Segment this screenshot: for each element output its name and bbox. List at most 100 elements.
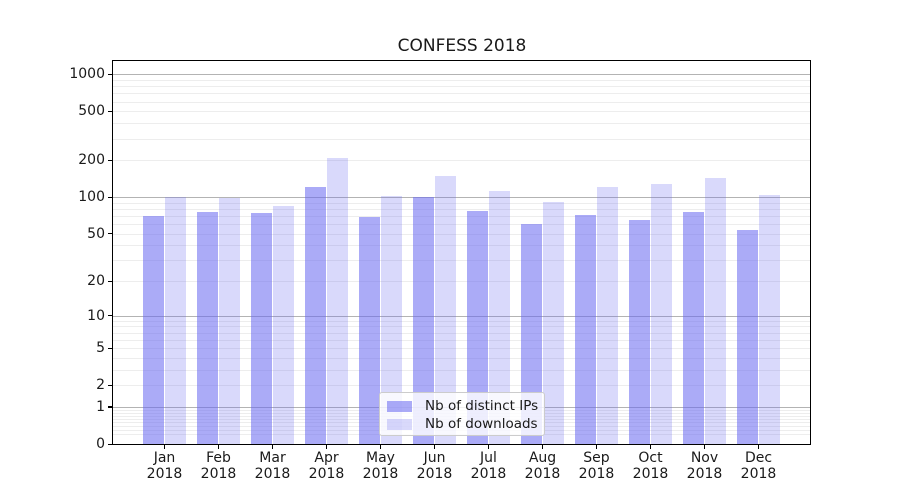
gridline-minor bbox=[113, 215, 811, 217]
gridline-major bbox=[113, 197, 811, 198]
x-tick-label: Feb 2018 bbox=[200, 450, 237, 482]
x-tick-label: Jul 2018 bbox=[470, 450, 507, 482]
bar-downloads-feb bbox=[218, 198, 240, 444]
x-tick-label: May 2018 bbox=[362, 450, 399, 482]
y-tick bbox=[107, 347, 113, 349]
y-tick bbox=[107, 233, 113, 235]
x-tick bbox=[704, 444, 706, 449]
bar-ips-apr bbox=[305, 186, 327, 444]
gridline-minor bbox=[113, 101, 811, 103]
y-tick bbox=[107, 406, 113, 408]
bar-ips-feb bbox=[197, 211, 219, 444]
x-tick bbox=[488, 444, 490, 449]
chart-title: CONFESS 2018 bbox=[397, 36, 527, 56]
y-tick bbox=[107, 110, 113, 112]
x-tick-label: Mar 2018 bbox=[254, 450, 291, 482]
y-tick-label: 1000 bbox=[69, 66, 105, 83]
gridline-major bbox=[113, 315, 811, 317]
gridline-minor bbox=[113, 160, 811, 162]
gridline-minor bbox=[113, 138, 811, 140]
x-tick bbox=[434, 444, 436, 449]
gridline-minor bbox=[113, 332, 811, 334]
gridline-minor bbox=[113, 79, 811, 81]
bar-downloads-apr bbox=[326, 158, 348, 444]
bar-downloads-dec bbox=[758, 194, 780, 444]
y-tick-label: 2 bbox=[96, 377, 105, 394]
bar-downloads-sep bbox=[596, 187, 618, 444]
bar-ips-may bbox=[359, 217, 381, 444]
bar-ips-nov bbox=[683, 212, 705, 444]
bar-ips-aug bbox=[521, 224, 543, 444]
bar-downloads-mar bbox=[272, 205, 294, 444]
y-tick bbox=[107, 73, 113, 75]
y-tick bbox=[107, 196, 113, 198]
gridline-minor bbox=[113, 111, 811, 113]
gridline-minor bbox=[113, 260, 811, 262]
gridline-minor bbox=[113, 123, 811, 125]
bar-downloads-jul bbox=[488, 190, 510, 444]
y-tick-label: 5 bbox=[96, 340, 105, 357]
x-tick-label: Aug 2018 bbox=[524, 450, 561, 482]
y-tick-label: 200 bbox=[78, 152, 105, 169]
y-tick-label: 0 bbox=[96, 436, 105, 452]
x-tick-label: Oct 2018 bbox=[632, 450, 669, 482]
bar-ips-sep bbox=[575, 215, 597, 444]
gridline-minor bbox=[113, 348, 811, 350]
gridline-minor bbox=[113, 339, 811, 341]
bar-downloads-jan bbox=[164, 197, 186, 444]
x-tick-label: Dec 2018 bbox=[740, 450, 777, 482]
gridline-minor bbox=[113, 357, 811, 359]
y-tick-label: 10 bbox=[87, 307, 105, 324]
y-tick bbox=[107, 384, 113, 386]
x-tick bbox=[164, 444, 166, 449]
legend-swatch-distinct-ips bbox=[387, 400, 412, 412]
bar-downloads-aug bbox=[542, 202, 564, 444]
legend-swatch-downloads bbox=[387, 418, 412, 430]
x-tick bbox=[272, 444, 274, 449]
x-tick bbox=[758, 444, 760, 449]
gridline-minor bbox=[113, 245, 811, 247]
gridline-minor bbox=[113, 233, 811, 235]
gridline-minor bbox=[113, 202, 811, 204]
gridline-minor bbox=[113, 281, 811, 283]
x-tick-label: Nov 2018 bbox=[686, 450, 723, 482]
x-tick bbox=[542, 444, 544, 449]
y-tick-label: 1 bbox=[96, 398, 105, 415]
bar-ips-mar bbox=[251, 213, 273, 444]
x-tick bbox=[380, 444, 382, 449]
bar-ips-oct bbox=[629, 219, 651, 444]
y-tick bbox=[107, 280, 113, 282]
y-tick-label: 500 bbox=[78, 103, 105, 120]
bar-downloads-oct bbox=[650, 183, 672, 444]
y-tick bbox=[107, 315, 113, 317]
y-tick-label: 100 bbox=[78, 189, 105, 205]
x-tick bbox=[218, 444, 220, 449]
x-tick-label: Sep 2018 bbox=[578, 450, 615, 482]
gridline-minor bbox=[113, 326, 811, 328]
bar-ips-jul bbox=[467, 210, 489, 444]
x-tick bbox=[650, 444, 652, 449]
legend-label-downloads: Nb of downloads bbox=[425, 416, 538, 432]
gridline-major bbox=[113, 74, 811, 76]
x-tick-label: Jun 2018 bbox=[416, 450, 453, 482]
legend-item-downloads: Nb of downloads bbox=[380, 415, 544, 433]
bar-ips-jun bbox=[413, 197, 435, 444]
bar-downloads-jun bbox=[434, 175, 456, 444]
gridline-minor bbox=[113, 369, 811, 371]
gridline-minor bbox=[113, 208, 811, 210]
bar-downloads-nov bbox=[704, 178, 726, 444]
legend: Nb of distinct IPs Nb of downloads bbox=[379, 392, 545, 436]
gridline-minor bbox=[113, 385, 811, 387]
gridline-minor bbox=[113, 86, 811, 88]
gridline-minor bbox=[113, 320, 811, 322]
bar-ips-dec bbox=[737, 229, 759, 444]
y-tick bbox=[107, 159, 113, 161]
gridline-minor bbox=[113, 93, 811, 95]
legend-item-distinct-ips: Nb of distinct IPs bbox=[380, 397, 544, 415]
bar-ips-jan bbox=[143, 215, 165, 444]
gridline-minor bbox=[113, 224, 811, 225]
y-tick bbox=[107, 443, 113, 445]
x-tick-label: Jan 2018 bbox=[146, 450, 183, 482]
x-tick bbox=[326, 444, 328, 449]
